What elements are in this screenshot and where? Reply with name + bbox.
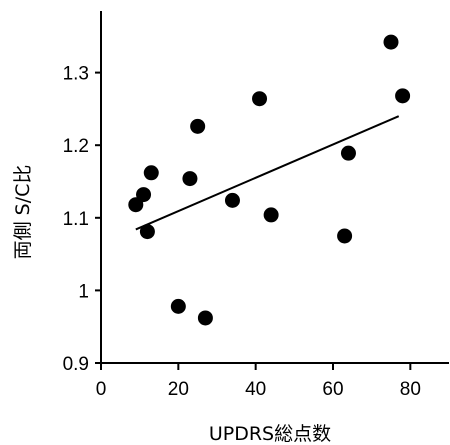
data-points [128,34,411,326]
data-point [224,192,240,208]
data-point [340,145,356,161]
y-tick-label: 1.1 [63,209,89,230]
data-point [136,187,152,203]
data-point [197,310,213,326]
x-tick-label: 40 [245,379,266,400]
x-tick-label: 80 [400,379,421,400]
data-point [170,298,186,314]
data-point [128,197,144,213]
y-tick-label: 1.3 [63,64,89,85]
y-axis-ticks: 0.9 1 1.1 1.2 1.3 [63,64,101,375]
x-tick-label: 60 [322,379,343,400]
y-tick-label: 1.2 [63,136,89,157]
data-point [252,91,268,107]
x-axis-ticks: 0 20 40 60 80 [96,363,421,400]
y-tick-label: 1 [78,281,89,302]
data-point [383,34,399,50]
data-point [182,171,198,187]
data-point [263,207,279,223]
data-point [190,118,206,134]
x-axis-title: UPDRS総点数 [209,423,331,445]
data-point [337,228,353,244]
trend-line [135,115,400,231]
x-tick-label: 20 [168,379,189,400]
data-point [395,88,411,104]
x-tick-label: 0 [96,379,107,400]
data-point [139,224,155,240]
data-point [143,165,159,181]
y-tick-label: 0.9 [63,354,89,375]
y-axis-title: 両側 S/C比 [12,165,34,260]
